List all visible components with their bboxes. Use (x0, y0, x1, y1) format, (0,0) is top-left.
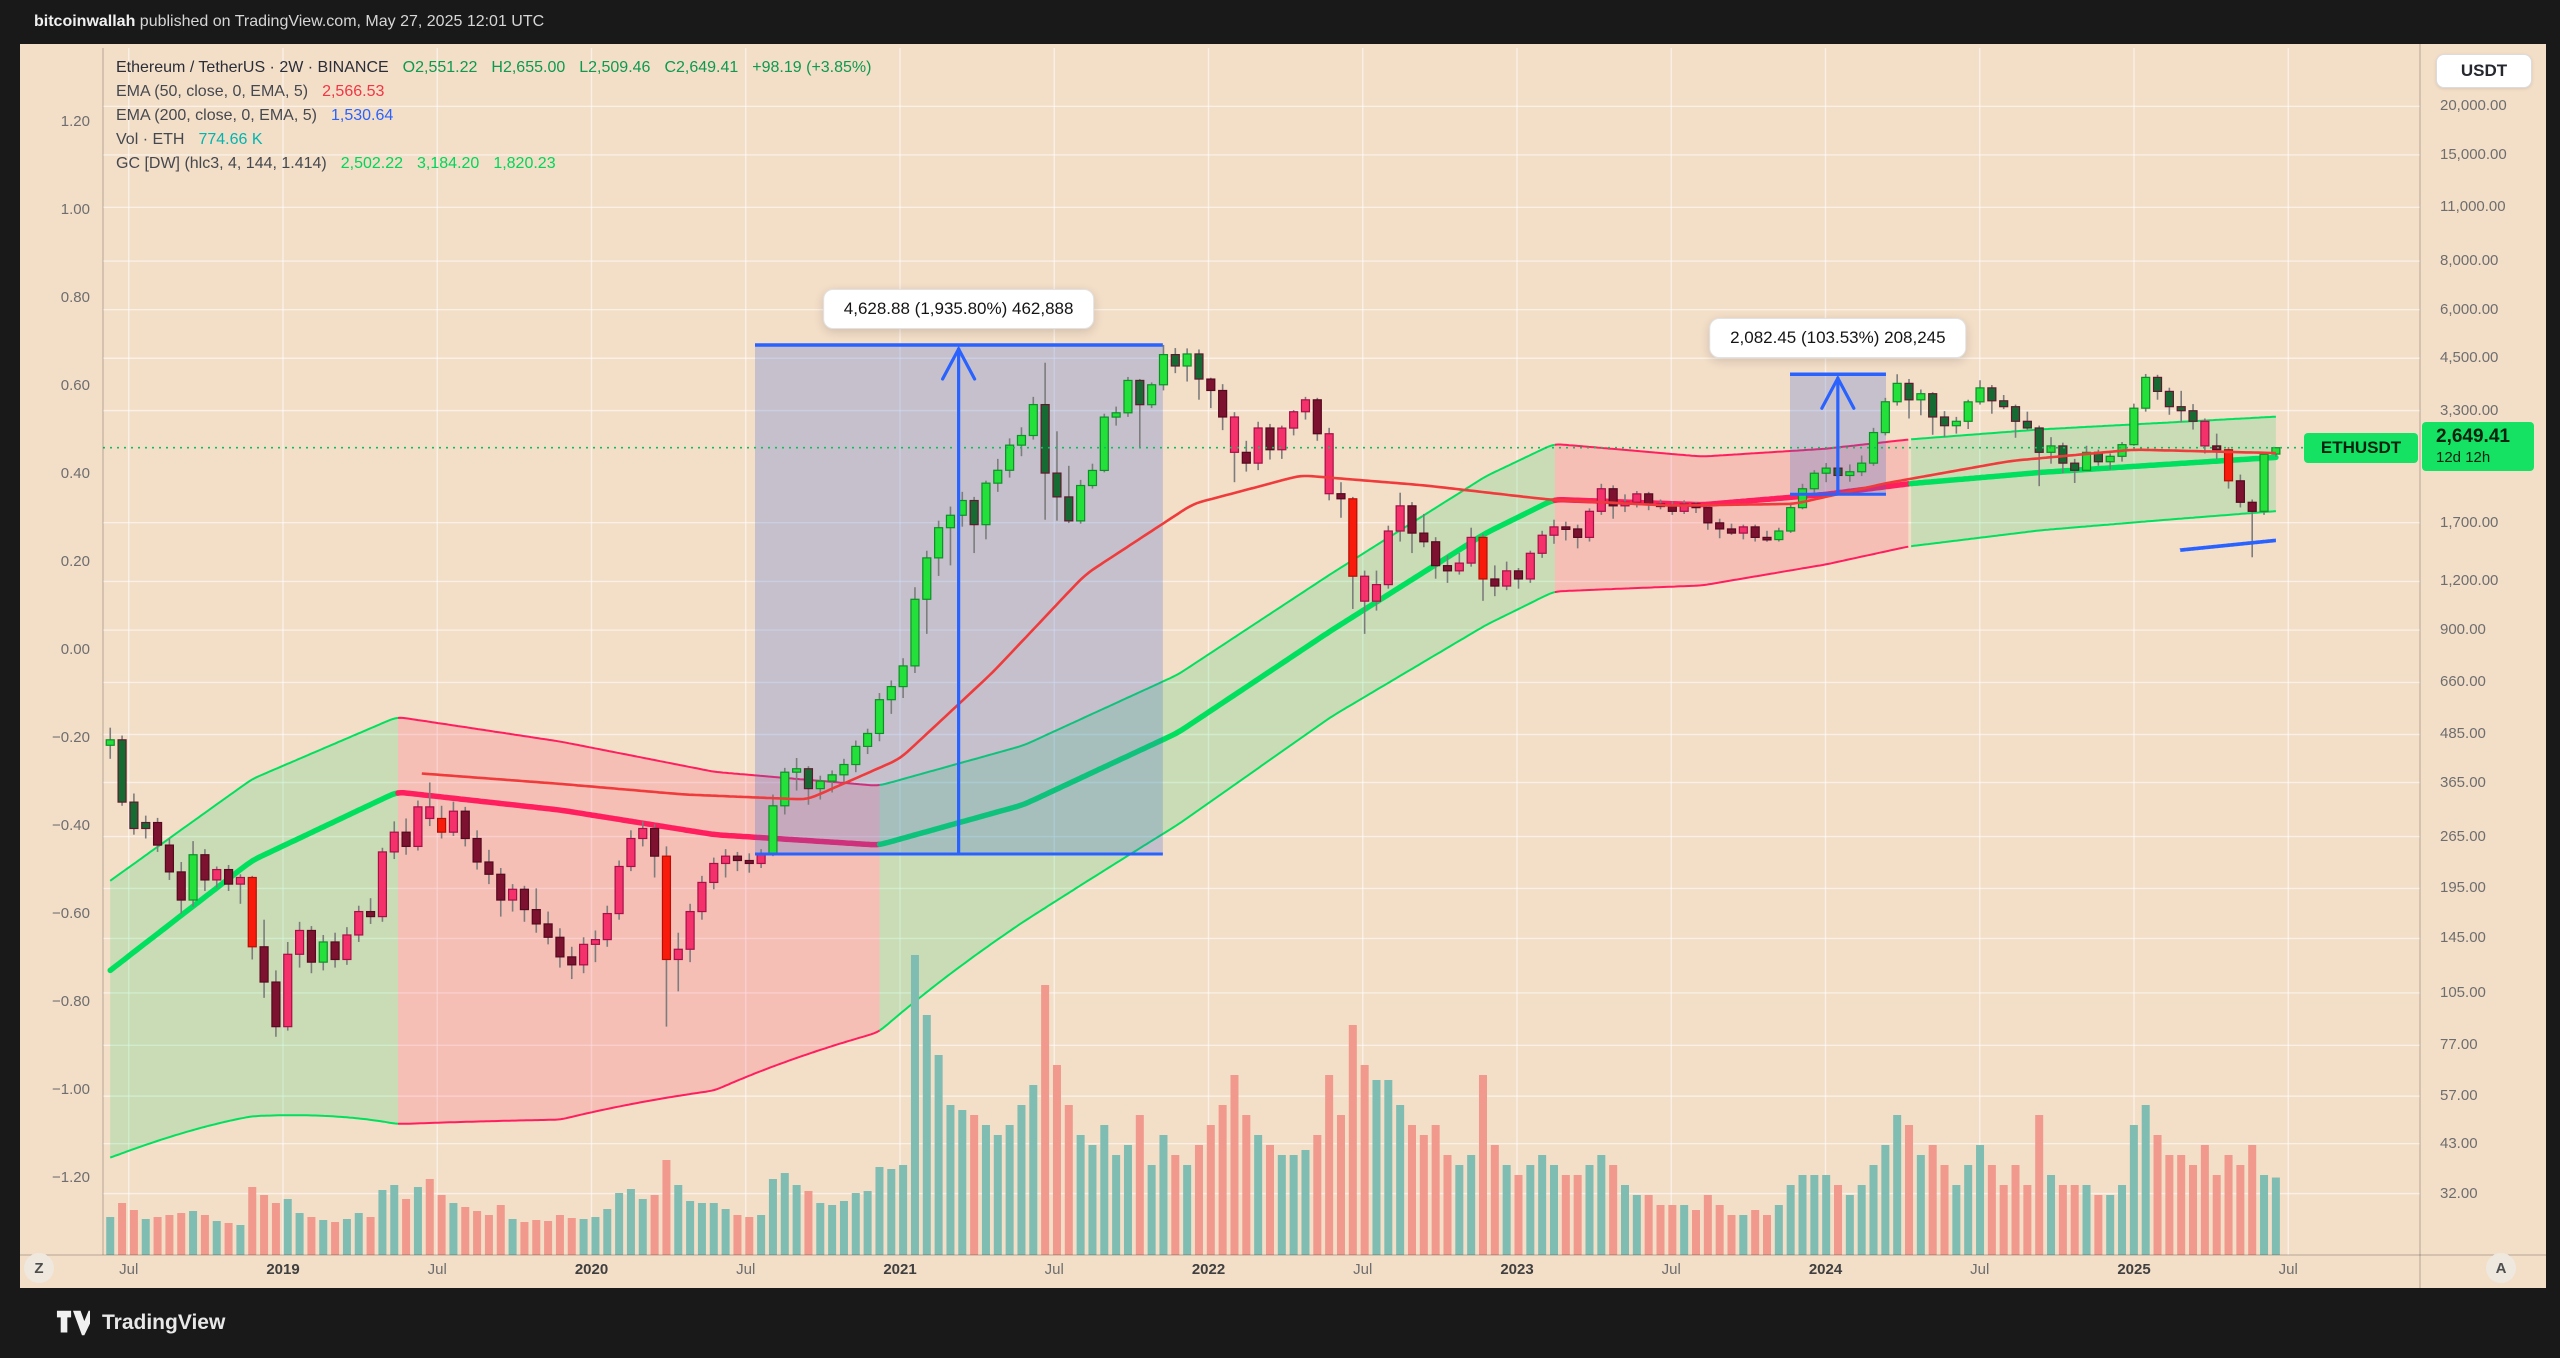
legend-text: 2,566.53 (322, 83, 385, 100)
legend-row-3[interactable]: Vol · ETH 774.66 K (116, 128, 885, 152)
measure-label-2[interactable]: 2,082.45 (103.53%) 208,245 (1709, 318, 1967, 359)
legend-text: EMA (50, close, 0, EMA, 5) (116, 83, 309, 100)
legend-row-2[interactable]: EMA (200, close, 0, EMA, 5) 1,530.64 (116, 104, 885, 128)
chart-card: 20,000.00 15,000.00 11,000.00 8,000.00 6,000… (20, 44, 2546, 1288)
symbol-price-flag[interactable]: ETHUSDT (2304, 432, 2418, 463)
currency-button[interactable]: USDT (2436, 54, 2532, 88)
legend-text: +98.19 (+3.85%) (752, 59, 872, 76)
legend-text: Vol · ETH (116, 131, 185, 148)
legend-text: Ethereum / TetherUS · 2W · BINANCE (116, 59, 389, 76)
tradingview-logo-icon[interactable] (56, 1309, 90, 1337)
legend: Ethereum / TetherUS · 2W · BINANCE O2,551… (116, 56, 885, 176)
legend-row-1[interactable]: EMA (50, close, 0, EMA, 5) 2,566.53 (116, 80, 885, 104)
chart-plot-area[interactable] (20, 44, 2546, 1288)
last-price-label[interactable]: 2,649.41 12d 12h (2422, 421, 2534, 471)
legend-text: GC [DW] (hlc3, 4, 144, 1.414) (116, 155, 327, 172)
measure-label-1[interactable]: 4,628.88 (1,935.80%) 462,888 (822, 288, 1095, 329)
legend-text: C2,649.41 (664, 59, 739, 76)
legend-text: H2,655.00 (491, 59, 566, 76)
legend-text: 2,502.22 (340, 155, 404, 172)
legend-text: L2,509.46 (579, 59, 651, 76)
legend-text: EMA (200, close, 0, EMA, 5) (116, 107, 317, 124)
legend-row-0[interactable]: Ethereum / TetherUS · 2W · BINANCE O2,551… (116, 56, 885, 80)
legend-text: 774.66 K (198, 131, 263, 148)
auto-scale-button[interactable]: A (2486, 1253, 2516, 1283)
footer-bar: TradingView (0, 1288, 2560, 1358)
legend-text: 3,184.20 (417, 155, 480, 172)
timezone-button[interactable]: Z (24, 1253, 54, 1283)
brand-name[interactable]: TradingView (102, 1311, 226, 1334)
legend-row-4[interactable]: GC [DW] (hlc3, 4, 144, 1.414) 2,502.22 3,1… (116, 152, 885, 176)
legend-text: 1,530.64 (330, 107, 394, 124)
attribution-bar: bitcoinwallah published on TradingView.c… (0, 0, 2560, 44)
legend-text: 1,820.23 (493, 155, 556, 172)
legend-text: O2,551.22 (402, 59, 478, 76)
author-name: bitcoinwallah (34, 13, 136, 30)
bar-countdown: 12d 12h (2436, 448, 2491, 466)
last-price-value: 2,649.41 (2436, 425, 2510, 447)
attribution-text: published on TradingView.com, May 27, 20… (135, 13, 545, 30)
